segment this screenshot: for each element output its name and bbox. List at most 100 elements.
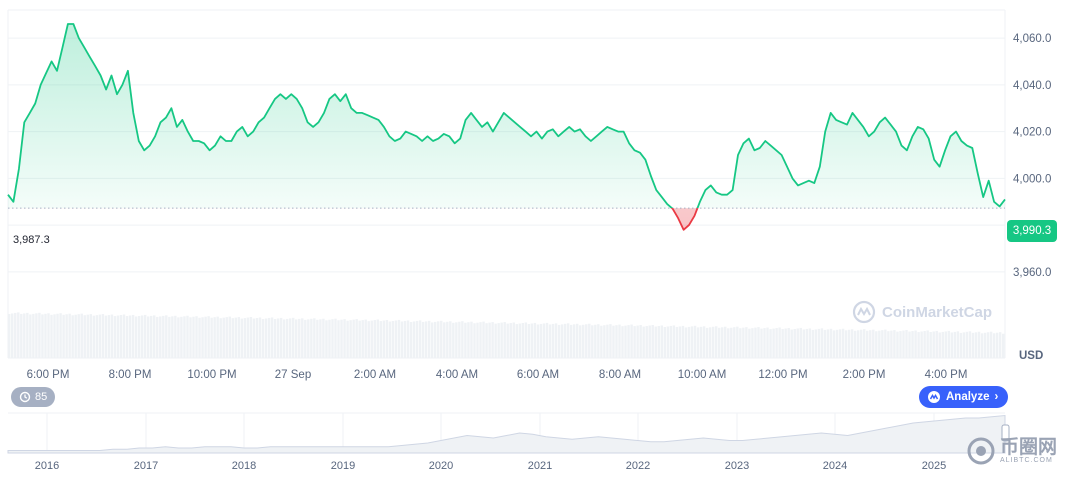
volume-bar <box>530 323 534 358</box>
volume-bar <box>944 331 947 358</box>
volume-bar <box>781 329 784 358</box>
events-toggle[interactable]: 85 <box>11 387 56 407</box>
volume-bar <box>427 320 431 358</box>
volume-bar <box>83 315 86 358</box>
volume-bar <box>693 325 697 358</box>
volume-bar <box>887 331 890 358</box>
volume-bar <box>705 327 709 358</box>
volume-bar <box>334 318 337 358</box>
volume-bar <box>237 317 241 358</box>
volume-bar <box>548 324 552 358</box>
volume-bar <box>890 330 893 358</box>
volume-bar <box>844 330 848 358</box>
analyze-button[interactable]: Analyze › <box>919 386 1009 408</box>
volume-bar <box>847 329 851 358</box>
volume-bar <box>219 318 222 358</box>
volume-bar <box>14 312 17 358</box>
volume-bar <box>249 317 253 358</box>
volume-bar <box>905 330 908 358</box>
volume-bar <box>799 327 802 358</box>
volume-bar <box>600 325 603 358</box>
volume-bar <box>488 322 491 358</box>
volume-bar <box>757 327 760 358</box>
volume-bar <box>156 316 159 358</box>
volume-bar <box>252 318 256 358</box>
volume-bar <box>56 313 59 358</box>
volume-bar <box>896 331 899 358</box>
volume-bar <box>956 331 960 358</box>
volume-bar <box>373 320 376 358</box>
volume-bar <box>125 316 129 358</box>
volume-bar <box>533 322 537 358</box>
volume-bar <box>911 331 914 358</box>
volume-bar <box>687 326 691 358</box>
volume-bar <box>74 314 77 358</box>
volume-bar <box>35 313 38 358</box>
volume-bar <box>515 324 518 358</box>
site-logo-icon <box>967 437 995 465</box>
volume-bar <box>23 313 26 358</box>
volume-bar <box>566 323 570 358</box>
navigator-year-label: 2020 <box>429 460 453 472</box>
volume-bar <box>784 328 787 358</box>
volume-bar <box>276 318 280 358</box>
volume-bar <box>243 318 247 358</box>
volume-bar <box>491 322 494 358</box>
volume-bar <box>805 328 809 358</box>
volume-bar <box>503 322 506 358</box>
volume-bar <box>364 319 367 358</box>
volume-bar <box>189 317 192 358</box>
volume-bar <box>974 332 978 358</box>
volume-bar <box>231 318 234 358</box>
volume-bar <box>195 316 198 358</box>
volume-bar <box>307 319 310 358</box>
volume-bar <box>1001 333 1005 358</box>
x-tick-label: 8:00 AM <box>599 369 641 381</box>
volume-bar <box>575 323 579 358</box>
volume-bar <box>500 322 503 358</box>
volume-bar <box>539 323 543 358</box>
current-price-badge: 3,990.3 <box>1007 220 1057 242</box>
volume-bar <box>352 319 355 358</box>
volume-bar <box>458 321 461 358</box>
volume-bar <box>421 321 425 358</box>
volume-bar <box>316 319 319 358</box>
y-tick-label: 4,040.0 <box>1013 80 1051 92</box>
volume-bar <box>624 325 627 358</box>
volume-bar <box>775 328 778 358</box>
volume-bar <box>225 317 228 358</box>
volume-bar <box>591 325 594 358</box>
volume-bar <box>367 321 370 358</box>
x-tick-label: 10:00 PM <box>187 369 236 381</box>
volume-bar <box>733 327 736 358</box>
volume-bar <box>331 319 334 358</box>
volume-bar <box>935 330 938 358</box>
volume-bar <box>959 332 963 358</box>
volume-bar <box>941 331 944 358</box>
volume-bar <box>228 316 231 358</box>
volume-bar <box>968 331 972 358</box>
volume-bar <box>639 325 642 358</box>
volume-bar <box>684 327 688 358</box>
volume-bar <box>751 328 754 358</box>
volume-bar <box>65 314 68 358</box>
volume-bar <box>452 322 455 358</box>
price-line <box>7 23 1006 209</box>
volume-bar <box>609 324 612 358</box>
volume-bar <box>412 321 416 358</box>
volume-bar <box>355 319 358 358</box>
volume-bar <box>569 324 573 358</box>
volume-bar <box>131 314 135 358</box>
volume-bar <box>766 327 769 358</box>
volume-bar <box>32 313 35 358</box>
navigator-year-label: 2021 <box>528 460 552 472</box>
volume-bar <box>440 320 443 358</box>
volume-bar <box>433 321 437 358</box>
volume-bar <box>11 313 14 358</box>
volume-bar <box>470 321 473 358</box>
site-watermark-text: 币圈网 <box>1000 437 1058 458</box>
volume-bar <box>714 326 718 358</box>
volume-bar <box>832 330 836 358</box>
analyze-icon <box>928 391 940 403</box>
events-count: 85 <box>35 391 48 403</box>
